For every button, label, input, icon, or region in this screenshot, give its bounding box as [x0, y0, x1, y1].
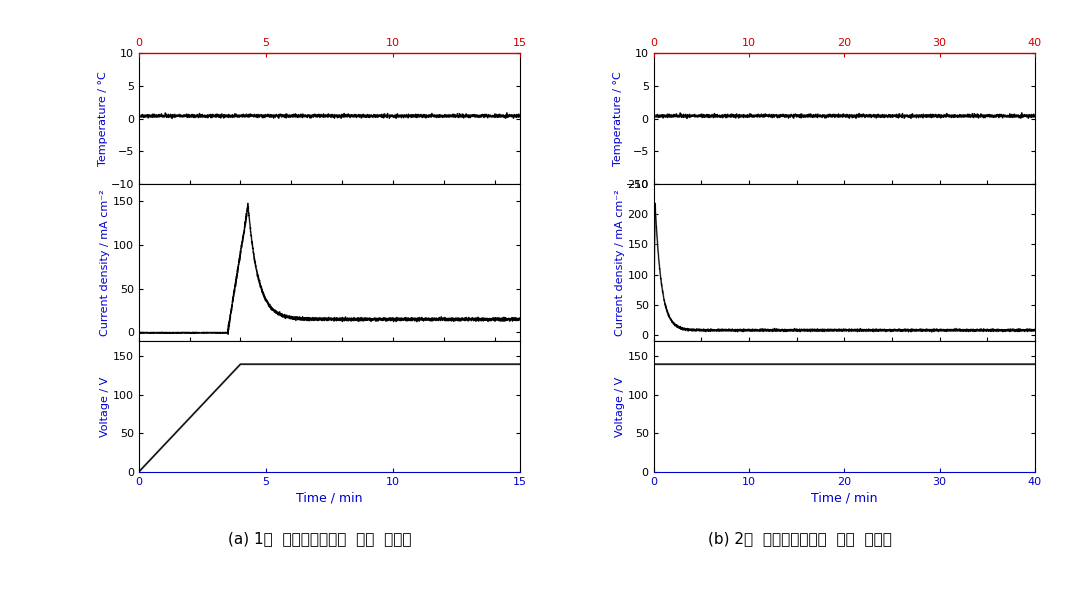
Text: (b) 2차  양극산화시간에  따른  그래프: (b) 2차 양극산화시간에 따른 그래프: [708, 531, 892, 546]
Y-axis label: Temperature / °C: Temperature / °C: [612, 71, 622, 166]
Y-axis label: Current density / mA cm⁻²: Current density / mA cm⁻²: [615, 189, 625, 336]
Y-axis label: Temperature / °C: Temperature / °C: [98, 71, 108, 166]
X-axis label: Time / min: Time / min: [297, 491, 363, 504]
Text: (a) 1차  양극산화시간에  따른  그래프: (a) 1차 양극산화시간에 따른 그래프: [228, 531, 412, 546]
Y-axis label: Voltage / V: Voltage / V: [100, 376, 110, 437]
X-axis label: Time / min: Time / min: [811, 491, 877, 504]
Y-axis label: Voltage / V: Voltage / V: [615, 376, 625, 437]
Y-axis label: Current density / mA cm⁻²: Current density / mA cm⁻²: [100, 189, 110, 336]
